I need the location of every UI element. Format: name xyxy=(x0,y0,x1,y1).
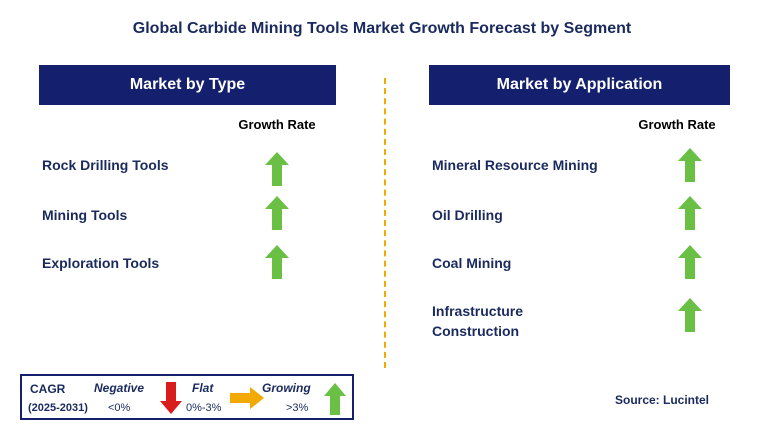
panel-header-application: Market by Application xyxy=(429,65,730,105)
row-label-line: Infrastructure xyxy=(432,303,524,319)
growth-rate-header-application: Growth Rate xyxy=(638,117,716,132)
arrow-up-icon xyxy=(678,245,702,279)
row-label-exploration-tools: Exploration Tools xyxy=(42,255,160,271)
source-label: Source: Lucintel xyxy=(615,393,710,407)
legend-flat-value: 0%-3% xyxy=(186,402,222,414)
row-label-infrastructure-construction: Infrastructure Construction xyxy=(432,301,523,341)
row-label-oil-drilling: Oil Drilling xyxy=(432,207,503,223)
legend-cagr-label: CAGR xyxy=(30,382,66,396)
arrow-up-icon xyxy=(265,245,289,279)
row-label-rock-drilling-tools: Rock Drilling Tools xyxy=(42,157,169,173)
panel-divider xyxy=(384,78,386,368)
growth-rate-header-type: Growth Rate xyxy=(238,117,316,132)
row-label-mining-tools: Mining Tools xyxy=(42,207,128,223)
arrow-up-icon xyxy=(678,196,702,230)
legend-growing-label: Growing xyxy=(262,381,311,395)
arrow-down-icon xyxy=(160,382,182,414)
row-label-mineral-resource-mining: Mineral Resource Mining xyxy=(432,157,598,173)
panel-header-type: Market by Type xyxy=(39,65,336,105)
cagr-legend: CAGR (2025-2031) Negative <0% Flat 0%-3%… xyxy=(20,374,354,420)
arrow-up-icon xyxy=(324,383,346,415)
legend-growing-value: >3% xyxy=(286,402,309,414)
legend-period: (2025-2031) xyxy=(28,402,88,414)
arrow-right-icon xyxy=(230,387,264,409)
arrow-up-icon xyxy=(265,196,289,230)
legend-flat-label: Flat xyxy=(192,381,214,395)
arrow-up-icon xyxy=(265,152,289,186)
row-label-line: Construction xyxy=(432,323,520,339)
legend-negative-label: Negative xyxy=(94,381,145,395)
arrow-up-icon xyxy=(678,298,702,332)
page-title: Global Carbide Mining Tools Market Growt… xyxy=(132,20,632,37)
arrow-up-icon xyxy=(678,148,702,182)
row-label-coal-mining: Coal Mining xyxy=(432,255,512,271)
legend-negative-value: <0% xyxy=(108,402,131,414)
